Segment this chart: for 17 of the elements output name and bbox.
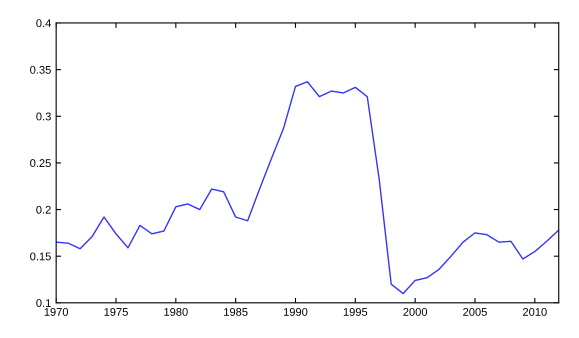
x-tick-label: 1985	[224, 308, 248, 316]
y-tick-label: 0.15	[30, 252, 51, 260]
x-tick-label: 1975	[104, 308, 128, 316]
x-tick-label: 1990	[284, 308, 308, 316]
x-tick-label: 1970	[44, 308, 68, 316]
y-tick-label: 0.2	[36, 206, 51, 214]
line-series	[56, 81, 559, 294]
y-tick-label: 0.35	[30, 66, 51, 74]
x-tick-label: 1995	[344, 308, 368, 316]
x-tick-label: 2000	[403, 308, 428, 316]
y-tick-label: 0.25	[30, 159, 51, 168]
y-tick-label: 0.1	[36, 299, 51, 307]
y-tick-label: 0.3	[36, 112, 51, 120]
x-tick-label: 2010	[523, 308, 547, 316]
y-tick-label: 0.4	[36, 19, 51, 28]
x-tick-label: 2005	[463, 308, 487, 316]
x-tick-label: 1980	[164, 308, 188, 316]
